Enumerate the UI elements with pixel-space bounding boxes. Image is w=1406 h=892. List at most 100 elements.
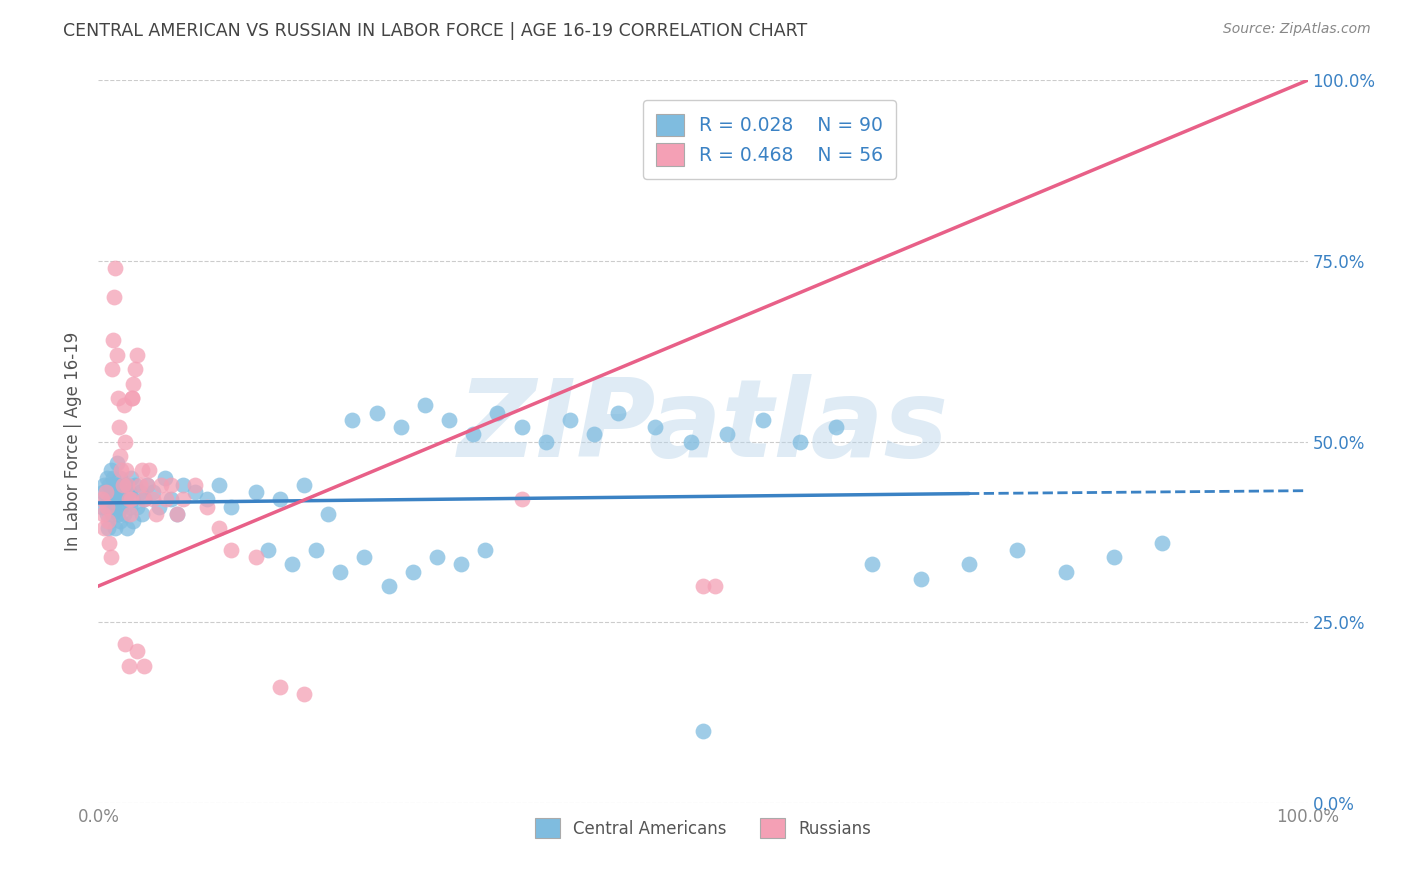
Point bbox=[450, 558, 472, 572]
Point bbox=[245, 550, 267, 565]
Point bbox=[426, 550, 449, 565]
Point bbox=[103, 500, 125, 514]
Point bbox=[112, 507, 135, 521]
Point bbox=[789, 434, 811, 449]
Point bbox=[135, 478, 157, 492]
Point bbox=[105, 348, 128, 362]
Point bbox=[184, 485, 207, 500]
Point bbox=[114, 492, 136, 507]
Point bbox=[114, 637, 136, 651]
Point bbox=[101, 485, 124, 500]
Y-axis label: In Labor Force | Age 16-19: In Labor Force | Age 16-19 bbox=[65, 332, 83, 551]
Point bbox=[117, 521, 139, 535]
Text: ZIPatlas: ZIPatlas bbox=[457, 374, 949, 480]
Point bbox=[127, 500, 149, 514]
Point bbox=[121, 391, 143, 405]
Point bbox=[112, 398, 135, 412]
Point bbox=[486, 406, 509, 420]
Point bbox=[316, 507, 339, 521]
Point bbox=[208, 478, 231, 492]
Point bbox=[402, 565, 425, 579]
Point bbox=[329, 565, 352, 579]
Point bbox=[704, 579, 727, 593]
Point bbox=[138, 463, 160, 477]
Point bbox=[118, 485, 141, 500]
Point bbox=[510, 492, 533, 507]
Point bbox=[105, 492, 128, 507]
Point bbox=[692, 579, 714, 593]
Point bbox=[131, 463, 153, 477]
Point bbox=[110, 463, 132, 477]
Point bbox=[118, 500, 141, 514]
Point bbox=[160, 492, 183, 507]
Point bbox=[100, 507, 122, 521]
Point bbox=[160, 478, 183, 492]
Point bbox=[120, 492, 142, 507]
Point bbox=[96, 500, 118, 514]
Point bbox=[510, 420, 533, 434]
Point bbox=[100, 362, 122, 376]
Point bbox=[107, 478, 129, 492]
Point bbox=[534, 434, 557, 449]
Point bbox=[100, 492, 122, 507]
Point bbox=[221, 542, 243, 557]
Point bbox=[166, 507, 188, 521]
Point bbox=[118, 507, 141, 521]
Point bbox=[377, 579, 399, 593]
Point bbox=[111, 478, 134, 492]
Point bbox=[128, 478, 150, 492]
Point bbox=[1007, 542, 1029, 557]
Point bbox=[93, 478, 115, 492]
Point bbox=[910, 572, 932, 586]
Point bbox=[118, 492, 141, 507]
Point bbox=[1054, 565, 1077, 579]
Point bbox=[184, 478, 207, 492]
Point bbox=[134, 492, 156, 507]
Point bbox=[269, 680, 291, 694]
Point bbox=[269, 492, 291, 507]
Point bbox=[103, 478, 125, 492]
Point bbox=[101, 470, 124, 484]
Point bbox=[100, 463, 122, 477]
Point bbox=[1102, 550, 1125, 565]
Point bbox=[716, 427, 738, 442]
Point bbox=[166, 507, 188, 521]
Point bbox=[115, 463, 138, 477]
Point bbox=[96, 507, 118, 521]
Point bbox=[389, 420, 412, 434]
Point bbox=[98, 535, 121, 549]
Point bbox=[366, 406, 388, 420]
Point bbox=[117, 478, 139, 492]
Point bbox=[825, 420, 848, 434]
Point bbox=[107, 507, 129, 521]
Point bbox=[644, 420, 666, 434]
Point bbox=[155, 492, 177, 507]
Point bbox=[134, 492, 156, 507]
Point bbox=[122, 376, 145, 391]
Point bbox=[103, 290, 125, 304]
Point bbox=[413, 398, 436, 412]
Point bbox=[107, 391, 129, 405]
Point bbox=[91, 500, 114, 514]
Point bbox=[142, 485, 165, 500]
Legend: Central Americans, Russians: Central Americans, Russians bbox=[529, 812, 877, 845]
Point bbox=[121, 492, 143, 507]
Point bbox=[105, 456, 128, 470]
Point bbox=[752, 413, 775, 427]
Point bbox=[145, 507, 167, 521]
Point bbox=[134, 658, 156, 673]
Point bbox=[94, 492, 117, 507]
Point bbox=[91, 507, 114, 521]
Point bbox=[256, 542, 278, 557]
Point bbox=[679, 434, 702, 449]
Point bbox=[97, 514, 120, 528]
Point bbox=[150, 478, 173, 492]
Point bbox=[104, 521, 127, 535]
Point bbox=[245, 485, 267, 500]
Text: CENTRAL AMERICAN VS RUSSIAN IN LABOR FORCE | AGE 16-19 CORRELATION CHART: CENTRAL AMERICAN VS RUSSIAN IN LABOR FOR… bbox=[63, 22, 807, 40]
Point bbox=[221, 500, 243, 514]
Point bbox=[583, 427, 606, 442]
Point bbox=[292, 687, 315, 701]
Point bbox=[124, 362, 146, 376]
Point bbox=[98, 478, 121, 492]
